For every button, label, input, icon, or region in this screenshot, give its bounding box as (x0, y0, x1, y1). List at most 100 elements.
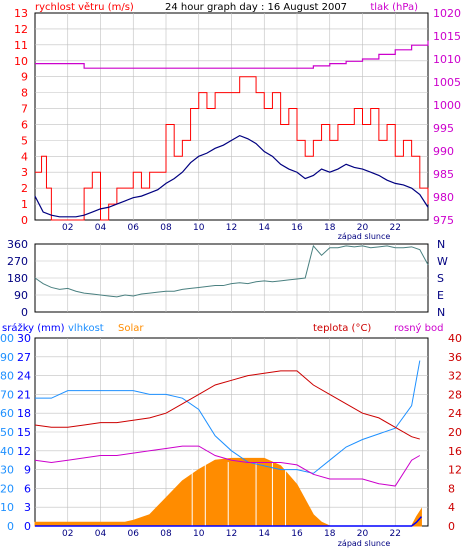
panel3-hum-tick-label: 90 (0, 351, 14, 364)
panel3-rain-tick-label: 12 (17, 445, 31, 458)
panel3-hum-tick-label: 100 (0, 332, 14, 345)
panel1-x-tick-label: 12 (226, 223, 237, 233)
panel3-x-tick-label: 02 (62, 529, 73, 539)
panel1-x-tick-label: 18 (324, 223, 336, 233)
panel3-right-tick-label: 40 (448, 332, 462, 345)
panel3-solar-label: Solar (118, 323, 144, 334)
panel1-left-tick-label: 4 (21, 150, 28, 163)
panel1-left-tick-label: 0 (21, 214, 28, 227)
panel1-x-tick-label: 02 (62, 223, 73, 233)
panel3-dew-label: rosný bod (394, 322, 443, 334)
panel3-humidity-label: vlhkost (68, 323, 104, 334)
panel3-right-tick-label: 16 (448, 445, 462, 458)
wind-avg-line (34, 134, 429, 218)
panel3-right-tick-label: 20 (448, 426, 462, 439)
panel3-x-tick-label: 06 (128, 529, 140, 539)
panel1-x-tick-label: 06 (128, 223, 140, 233)
panel3-x-tick-label: 10 (193, 529, 205, 539)
panel1-right-tick-label: 1010 (433, 53, 461, 66)
panel3-hum-tick-label: 0 (7, 520, 14, 533)
pressure-line (35, 40, 429, 69)
panel3-x-tick-label: 16 (291, 529, 303, 539)
panel3-right-tick-label: 0 (448, 520, 455, 533)
panel3-rain-tick-label: 27 (17, 351, 31, 364)
rain-line (35, 516, 423, 527)
panel1-left-tick-label: 11 (14, 39, 28, 52)
panel1-left-tick-label: 5 (21, 134, 28, 147)
panel2-left-tick-label: 270 (7, 255, 28, 268)
panel1-x-tick-label: 04 (95, 223, 107, 233)
panel3-rain-tick-label: 6 (24, 482, 31, 495)
panel2-right-label: N (437, 238, 445, 251)
panel1-right-tick-label: 995 (433, 122, 454, 135)
panel2-right-label: E (437, 289, 444, 302)
panel1-x-tick-label: 08 (160, 223, 172, 233)
panel3-rain-tick-label: 9 (24, 464, 31, 477)
panel2-left-tick-label: 90 (14, 289, 28, 302)
panel3-x-tick-label: 04 (95, 529, 107, 539)
panel1-left-tick-label: 10 (14, 55, 28, 68)
panel3-hum-tick-label: 70 (0, 388, 14, 401)
panel3-x-tick-label: 08 (160, 529, 172, 539)
panel3-x-tick-label: 12 (226, 529, 237, 539)
panel1-right-tick-label: 1005 (433, 76, 461, 89)
panel3-right-tick-label: 24 (448, 407, 462, 420)
panel3-rain-tick-label: 0 (24, 520, 31, 533)
panel2-right-label: S (437, 272, 444, 285)
wind-direction-line (34, 244, 429, 298)
panel1-x-tick-label: 14 (259, 223, 271, 233)
panel3-x-tick-label: 22 (390, 529, 401, 539)
panel3-x-tick-label: 20 (357, 529, 369, 539)
panel1-left-tick-label: 8 (21, 87, 28, 100)
panel1-left-tick-label: 2 (21, 182, 28, 195)
panel1-sunset-label: západ slunce (338, 232, 391, 241)
panel1-left-tick-label: 1 (21, 198, 28, 211)
panel3-rain-tick-label: 3 (24, 501, 31, 514)
panel3-hum-tick-label: 40 (0, 445, 14, 458)
panel3-rain-tick-label: 24 (17, 370, 31, 383)
panel1-left-tick-label: 3 (21, 166, 28, 179)
panel3-temp-label: teplota (°C) (313, 323, 371, 334)
panel3-right-tick-label: 32 (448, 370, 462, 383)
panel1-right-tick-label: 975 (433, 214, 454, 227)
panel1-left-tick-label: 7 (21, 103, 28, 116)
panel1-left-tick-label: 12 (14, 23, 28, 36)
panel2-left-tick-label: 0 (21, 306, 28, 319)
panel2-right-label: N (437, 306, 445, 319)
panel3-hum-tick-label: 20 (0, 482, 14, 495)
panel1-right-tick-label: 1000 (433, 99, 461, 112)
panel3-hum-tick-label: 60 (0, 407, 14, 420)
panel3-right-tick-label: 12 (448, 464, 462, 477)
panel1-right-tick-label: 990 (433, 145, 454, 158)
temperature-line (34, 370, 420, 440)
panel3-hum-tick-label: 10 (0, 501, 14, 514)
panel2-left-tick-label: 180 (7, 272, 28, 285)
panel1-x-tick-label: 10 (193, 223, 205, 233)
panel1-right-tick-label: 1015 (433, 30, 461, 43)
panel3-hum-tick-label: 50 (0, 426, 14, 439)
panel3-rain-tick-label: 18 (17, 407, 31, 420)
panel1-right-axis-label: tlak (hPa) (370, 2, 418, 13)
panel2-right-label: W (437, 255, 448, 268)
panel1-title: 24 hour graph day : 16 August 2007 (165, 2, 347, 13)
panel1-left-axis-label: rychlost větru (m/s) (35, 1, 134, 13)
panel1-left-tick-label: 6 (21, 118, 28, 131)
panel1-right-tick-label: 980 (433, 191, 454, 204)
panel3-right-tick-label: 4 (448, 501, 455, 514)
panel3-x-tick-label: 14 (259, 529, 271, 539)
panel3-x-tick-label: 18 (324, 529, 336, 539)
panel3-hum-tick-label: 80 (0, 370, 14, 383)
panel3-hum-tick-label: 30 (0, 464, 14, 477)
panel1-x-tick-label: 16 (291, 223, 303, 233)
panel1-right-tick-label: 1020 (433, 7, 461, 20)
panel3-right-tick-label: 36 (448, 351, 462, 364)
panel3-right-tick-label: 8 (448, 482, 455, 495)
wind-gust-line (35, 76, 429, 221)
dewpoint-line (34, 445, 421, 487)
panel3-rain-tick-label: 15 (17, 426, 31, 439)
panel2-left-tick-label: 360 (7, 238, 28, 251)
panel3-sunset-label: západ slunce (338, 539, 391, 548)
humidity-line (35, 360, 421, 474)
